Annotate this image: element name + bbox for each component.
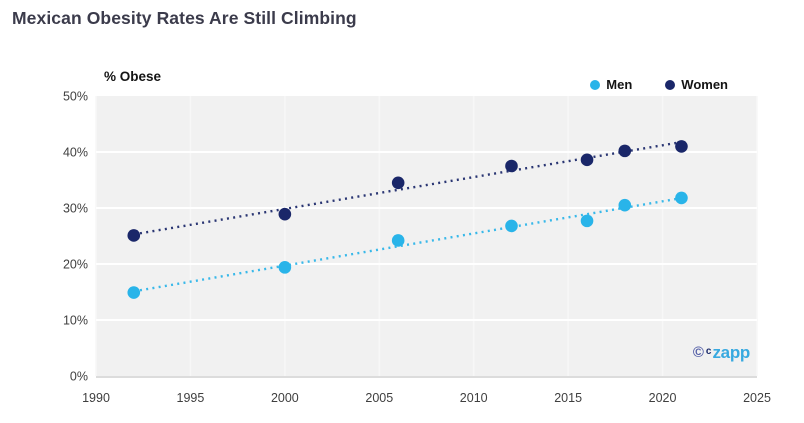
legend-item-men: Men [590,77,632,92]
data-point-men-2016 [580,214,594,228]
x-tick-label-2025: 2025 [743,391,771,405]
trendline-men [133,196,682,293]
chart-title: Mexican Obesity Rates Are Still Climbing [12,8,357,28]
data-point-women-2000 [278,207,292,221]
data-point-men-2000 [278,261,292,274]
x-tick-label-1995: 1995 [177,391,205,405]
legend: Men Women [590,77,728,92]
watermark-brand: zapp [712,343,750,362]
y-tick-label-0: 0% [70,370,88,384]
trendline-women [133,140,682,236]
x-tick-label-2005: 2005 [365,391,393,405]
y-tick-label-40: 40% [63,146,88,160]
x-tick-label-2020: 2020 [649,391,677,405]
legend-label-men: Men [606,77,633,92]
y-axis-title: % Obese [104,69,162,84]
czapp-watermark[interactable]: © c zapp [693,344,750,362]
x-tick-label-1990: 1990 [82,391,110,405]
y-tick-label-10: 10% [63,314,88,328]
legend-marker-women-icon [665,79,676,90]
watermark-prefix: c [705,346,712,357]
data-point-men-2012 [505,219,518,233]
data-point-men-1992 [127,286,141,299]
y-tick-label-30: 30% [63,202,88,216]
data-point-men-2006 [391,234,405,247]
data-point-women-2016 [580,153,594,167]
y-tick-label-20: 20% [63,258,88,272]
data-point-women-2021 [675,140,688,153]
data-point-men-2018 [618,198,632,212]
x-tick-label-2000: 2000 [271,391,299,405]
data-point-men-2021 [675,191,688,205]
legend-item-women: Women [665,77,728,92]
data-point-women-2018 [618,144,632,158]
copyright-icon: © [692,344,704,361]
plot-background [96,96,757,376]
legend-marker-men-icon [590,79,601,90]
data-point-women-2012 [505,159,518,173]
x-tick-label-2010: 2010 [460,391,488,405]
data-point-women-2006 [391,176,405,190]
data-point-women-1992 [127,229,141,242]
legend-label-women: Women [681,77,728,92]
x-tick-label-2015: 2015 [554,391,582,405]
y-tick-label-50: 50% [63,90,88,104]
